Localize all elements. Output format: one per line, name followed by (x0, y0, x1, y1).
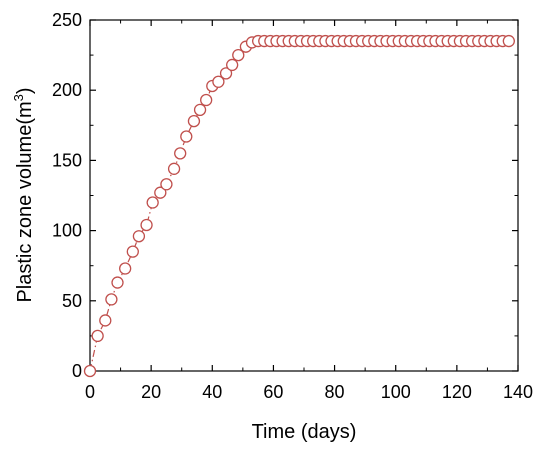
data-point (187, 114, 201, 128)
x-tick-label: 20 (141, 382, 161, 402)
axis-ticks: 0 20 40 60 80 100 120 140 0 50 100 150 200 250 (52, 10, 533, 402)
data-point (154, 186, 167, 199)
x-tick-label: 120 (442, 382, 472, 402)
series-group (83, 34, 515, 378)
y-axis-title-superscript: 3 (11, 94, 26, 101)
data-point (226, 58, 239, 72)
data-point (126, 245, 139, 258)
plot-frame (89, 19, 519, 372)
data-point (219, 67, 233, 80)
data-point (174, 147, 187, 160)
y-axis-title-prefix: Plastic zone volume(m (14, 101, 36, 302)
data-point (146, 196, 159, 209)
y-tick-label: 200 (52, 80, 82, 100)
x-tick-label: 40 (202, 382, 222, 402)
y-tick-label: 150 (52, 150, 82, 170)
data-point (83, 364, 97, 378)
x-tick-label: 0 (85, 382, 95, 402)
data-point (140, 218, 153, 232)
data-point (132, 230, 146, 243)
data-point (193, 103, 207, 117)
data-point (212, 75, 225, 88)
x-tick-label: 140 (503, 382, 533, 402)
data-point (160, 178, 173, 191)
y-tick-label: 100 (52, 221, 82, 241)
x-axis-title: Time (days) (252, 421, 357, 443)
data-point (232, 48, 245, 62)
y-tick-label: 250 (52, 10, 82, 30)
data-point (99, 314, 112, 327)
x-tick-label: 80 (325, 382, 345, 402)
data-point (119, 262, 132, 275)
x-tick-label: 100 (381, 382, 411, 402)
x-tick-label: 60 (263, 382, 283, 402)
y-axis-title: Plastic zone volume(m3) (11, 87, 36, 302)
y-axis-title-suffix: ) (14, 87, 36, 94)
data-point (200, 93, 213, 107)
y-tick-label: 0 (72, 361, 82, 381)
data-point (180, 130, 193, 143)
data-point (111, 276, 124, 289)
data-point (105, 293, 118, 306)
y-tick-label: 50 (62, 291, 82, 311)
data-point (91, 329, 104, 343)
data-point (502, 34, 515, 48)
data-point (167, 162, 181, 175)
